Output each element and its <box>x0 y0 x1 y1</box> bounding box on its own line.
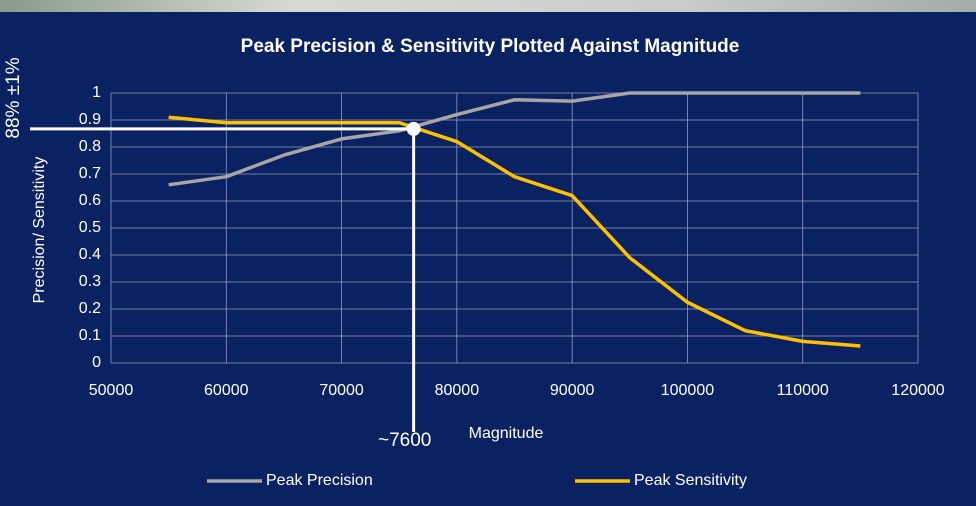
y-tick-label: 0.7 <box>79 165 101 182</box>
y-tick-label: 0.9 <box>79 111 101 128</box>
legend-label: Peak Sensitivity <box>634 472 747 489</box>
y-tick-label: 0.3 <box>79 273 101 290</box>
y-tick-label: 0.5 <box>79 219 101 236</box>
x-tick-label: 100000 <box>661 382 714 399</box>
x-tick-label: 90000 <box>550 382 595 399</box>
x-annotation: ~7600 <box>378 430 431 451</box>
chart: Peak Precision & Sensitivity Plotted Aga… <box>0 0 976 506</box>
y-tick-label: 0.1 <box>79 327 101 344</box>
x-tick-label: 120000 <box>891 382 944 399</box>
y-tick-label: 0.2 <box>79 300 101 317</box>
y-axis-label: Precision/ Sensitivity <box>31 157 48 304</box>
y-tick-label: 0.8 <box>79 138 101 155</box>
x-axis-label: Magnitude <box>469 425 544 442</box>
y-tick-label: 1 <box>92 84 101 101</box>
chart-title: Peak Precision & Sensitivity Plotted Aga… <box>241 36 740 57</box>
legend-label: Peak Precision <box>266 472 373 489</box>
x-tick-label: 50000 <box>89 382 134 399</box>
y-annotation: 88% ±1% <box>3 57 24 138</box>
x-tick-label: 70000 <box>319 382 364 399</box>
x-tick-label: 80000 <box>435 382 480 399</box>
x-tick-label: 110000 <box>777 382 829 399</box>
x-tick-label: 60000 <box>204 382 249 399</box>
page: Peak Precision & Sensitivity Plotted Aga… <box>0 0 976 506</box>
marker-point <box>407 122 421 136</box>
photo-strip <box>0 0 976 12</box>
y-tick-label: 0.6 <box>79 192 101 209</box>
y-tick-label: 0 <box>92 354 101 371</box>
y-tick-label: 0.4 <box>79 246 101 263</box>
